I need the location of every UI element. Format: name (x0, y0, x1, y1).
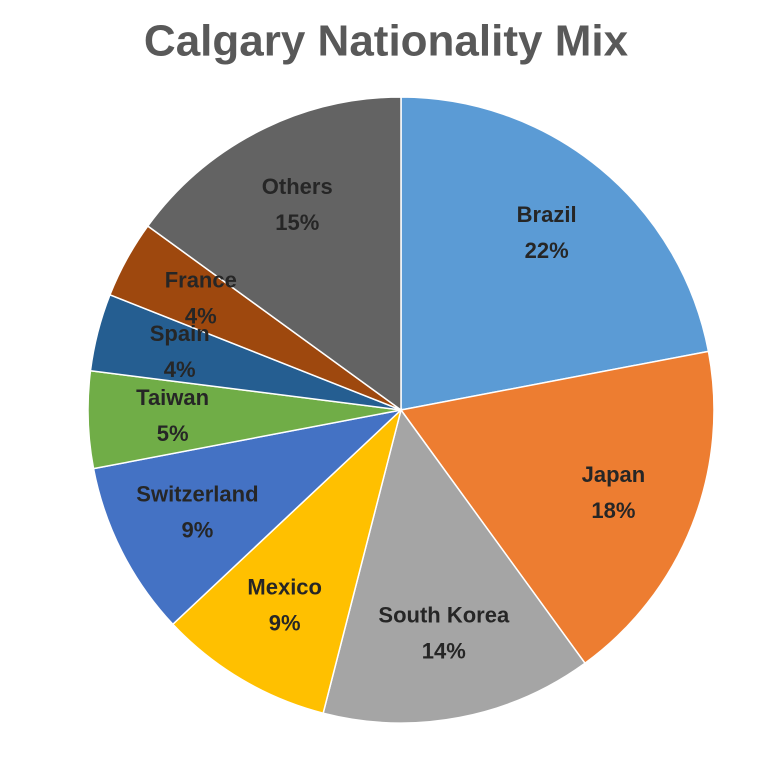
chart-title: Calgary Nationality Mix (144, 17, 629, 66)
pie-slice (400, 96, 710, 411)
slice-label: Japan (582, 462, 646, 487)
pie-slice (146, 96, 402, 412)
pie-slice (92, 408, 404, 626)
value-label: 22% (525, 238, 569, 263)
value-label: 9% (182, 518, 214, 543)
slice-label: France (165, 268, 237, 293)
value-label: 14% (422, 638, 466, 663)
pie-slice (171, 407, 403, 715)
value-label: 4% (164, 357, 196, 382)
value-label: 9% (269, 610, 301, 635)
value-label: 5% (157, 421, 189, 446)
pie-slice (322, 408, 587, 724)
slice-label: Switzerland (136, 482, 258, 507)
slice-label: Mexico (247, 574, 322, 599)
value-label: 18% (591, 498, 635, 523)
pie-slice (399, 350, 715, 665)
slice-label: Others (262, 174, 333, 199)
value-label: 4% (185, 304, 217, 329)
slice-label: Spain (150, 321, 210, 346)
slice-label: Brazil (517, 202, 577, 227)
value-label: 15% (275, 210, 319, 235)
slice-label: South Korea (378, 602, 510, 627)
slice-label: Taiwan (136, 385, 209, 410)
